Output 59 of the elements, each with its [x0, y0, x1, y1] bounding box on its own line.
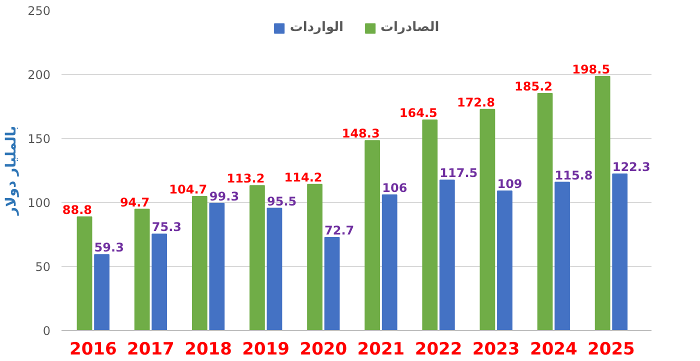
bar	[497, 190, 512, 330]
x-tick-label: 2017	[127, 340, 174, 360]
x-tick-label: 2025	[588, 340, 635, 360]
legend-label: الصادرات	[380, 20, 440, 35]
data-label: 172.8	[456, 95, 495, 110]
x-tick-label: 2024	[530, 340, 578, 360]
data-label: 109	[497, 176, 522, 191]
bar	[94, 254, 110, 330]
legend-label: الواردات	[290, 20, 344, 35]
data-label: 72.7	[324, 223, 354, 238]
bar	[612, 173, 628, 330]
data-label: 114.2	[284, 170, 322, 184]
y-tick-label: 100	[28, 196, 50, 210]
data-label: 104.7	[169, 182, 208, 196]
bar	[537, 92, 553, 330]
bar	[266, 208, 282, 330]
bar	[307, 184, 322, 330]
data-label: 88.8	[62, 202, 92, 217]
x-tick-label: 2020	[300, 340, 348, 360]
data-label: 113.2	[226, 172, 265, 186]
bar	[422, 119, 438, 330]
bar	[480, 108, 496, 330]
y-tick-label: 0	[42, 324, 51, 338]
x-tick-label: 2022	[414, 340, 462, 360]
y-tick-label: 150	[28, 132, 50, 146]
data-label: 99.3	[209, 189, 240, 204]
x-tick-label: 2021	[357, 340, 405, 360]
bar	[134, 208, 150, 330]
x-tick-label: 2018	[184, 340, 232, 360]
y-tick-label: 250	[28, 4, 50, 18]
bar	[76, 216, 92, 330]
data-label: 122.3	[612, 160, 650, 174]
data-label: 75.3	[152, 220, 182, 234]
data-label: 94.7	[120, 195, 150, 210]
data-label: 164.5	[399, 106, 438, 120]
data-label: 59.3	[94, 240, 124, 255]
data-label: 185.2	[514, 79, 553, 94]
bar	[439, 180, 455, 330]
bar	[250, 185, 265, 330]
bar	[152, 234, 168, 330]
bar	[382, 194, 398, 330]
data-label: 117.5	[440, 166, 478, 180]
y-axis-title: بالمليار دولار	[4, 126, 20, 216]
bar	[554, 182, 570, 330]
x-tick-label: 2019	[242, 340, 290, 360]
bar	[192, 196, 208, 330]
x-tick-label: 2023	[472, 340, 520, 360]
data-label: 95.5	[266, 194, 297, 208]
y-tick-label: 200	[28, 68, 50, 82]
bar	[594, 76, 610, 330]
bar	[324, 236, 340, 330]
x-tick-label: 2016	[70, 340, 117, 360]
bar	[209, 202, 225, 330]
y-tick-label: 50	[35, 260, 51, 274]
data-label: 106	[382, 180, 408, 195]
data-label: 115.8	[554, 168, 593, 182]
data-label: 198.5	[572, 62, 610, 76]
data-label: 148.3	[342, 126, 380, 141]
bar	[364, 140, 380, 330]
